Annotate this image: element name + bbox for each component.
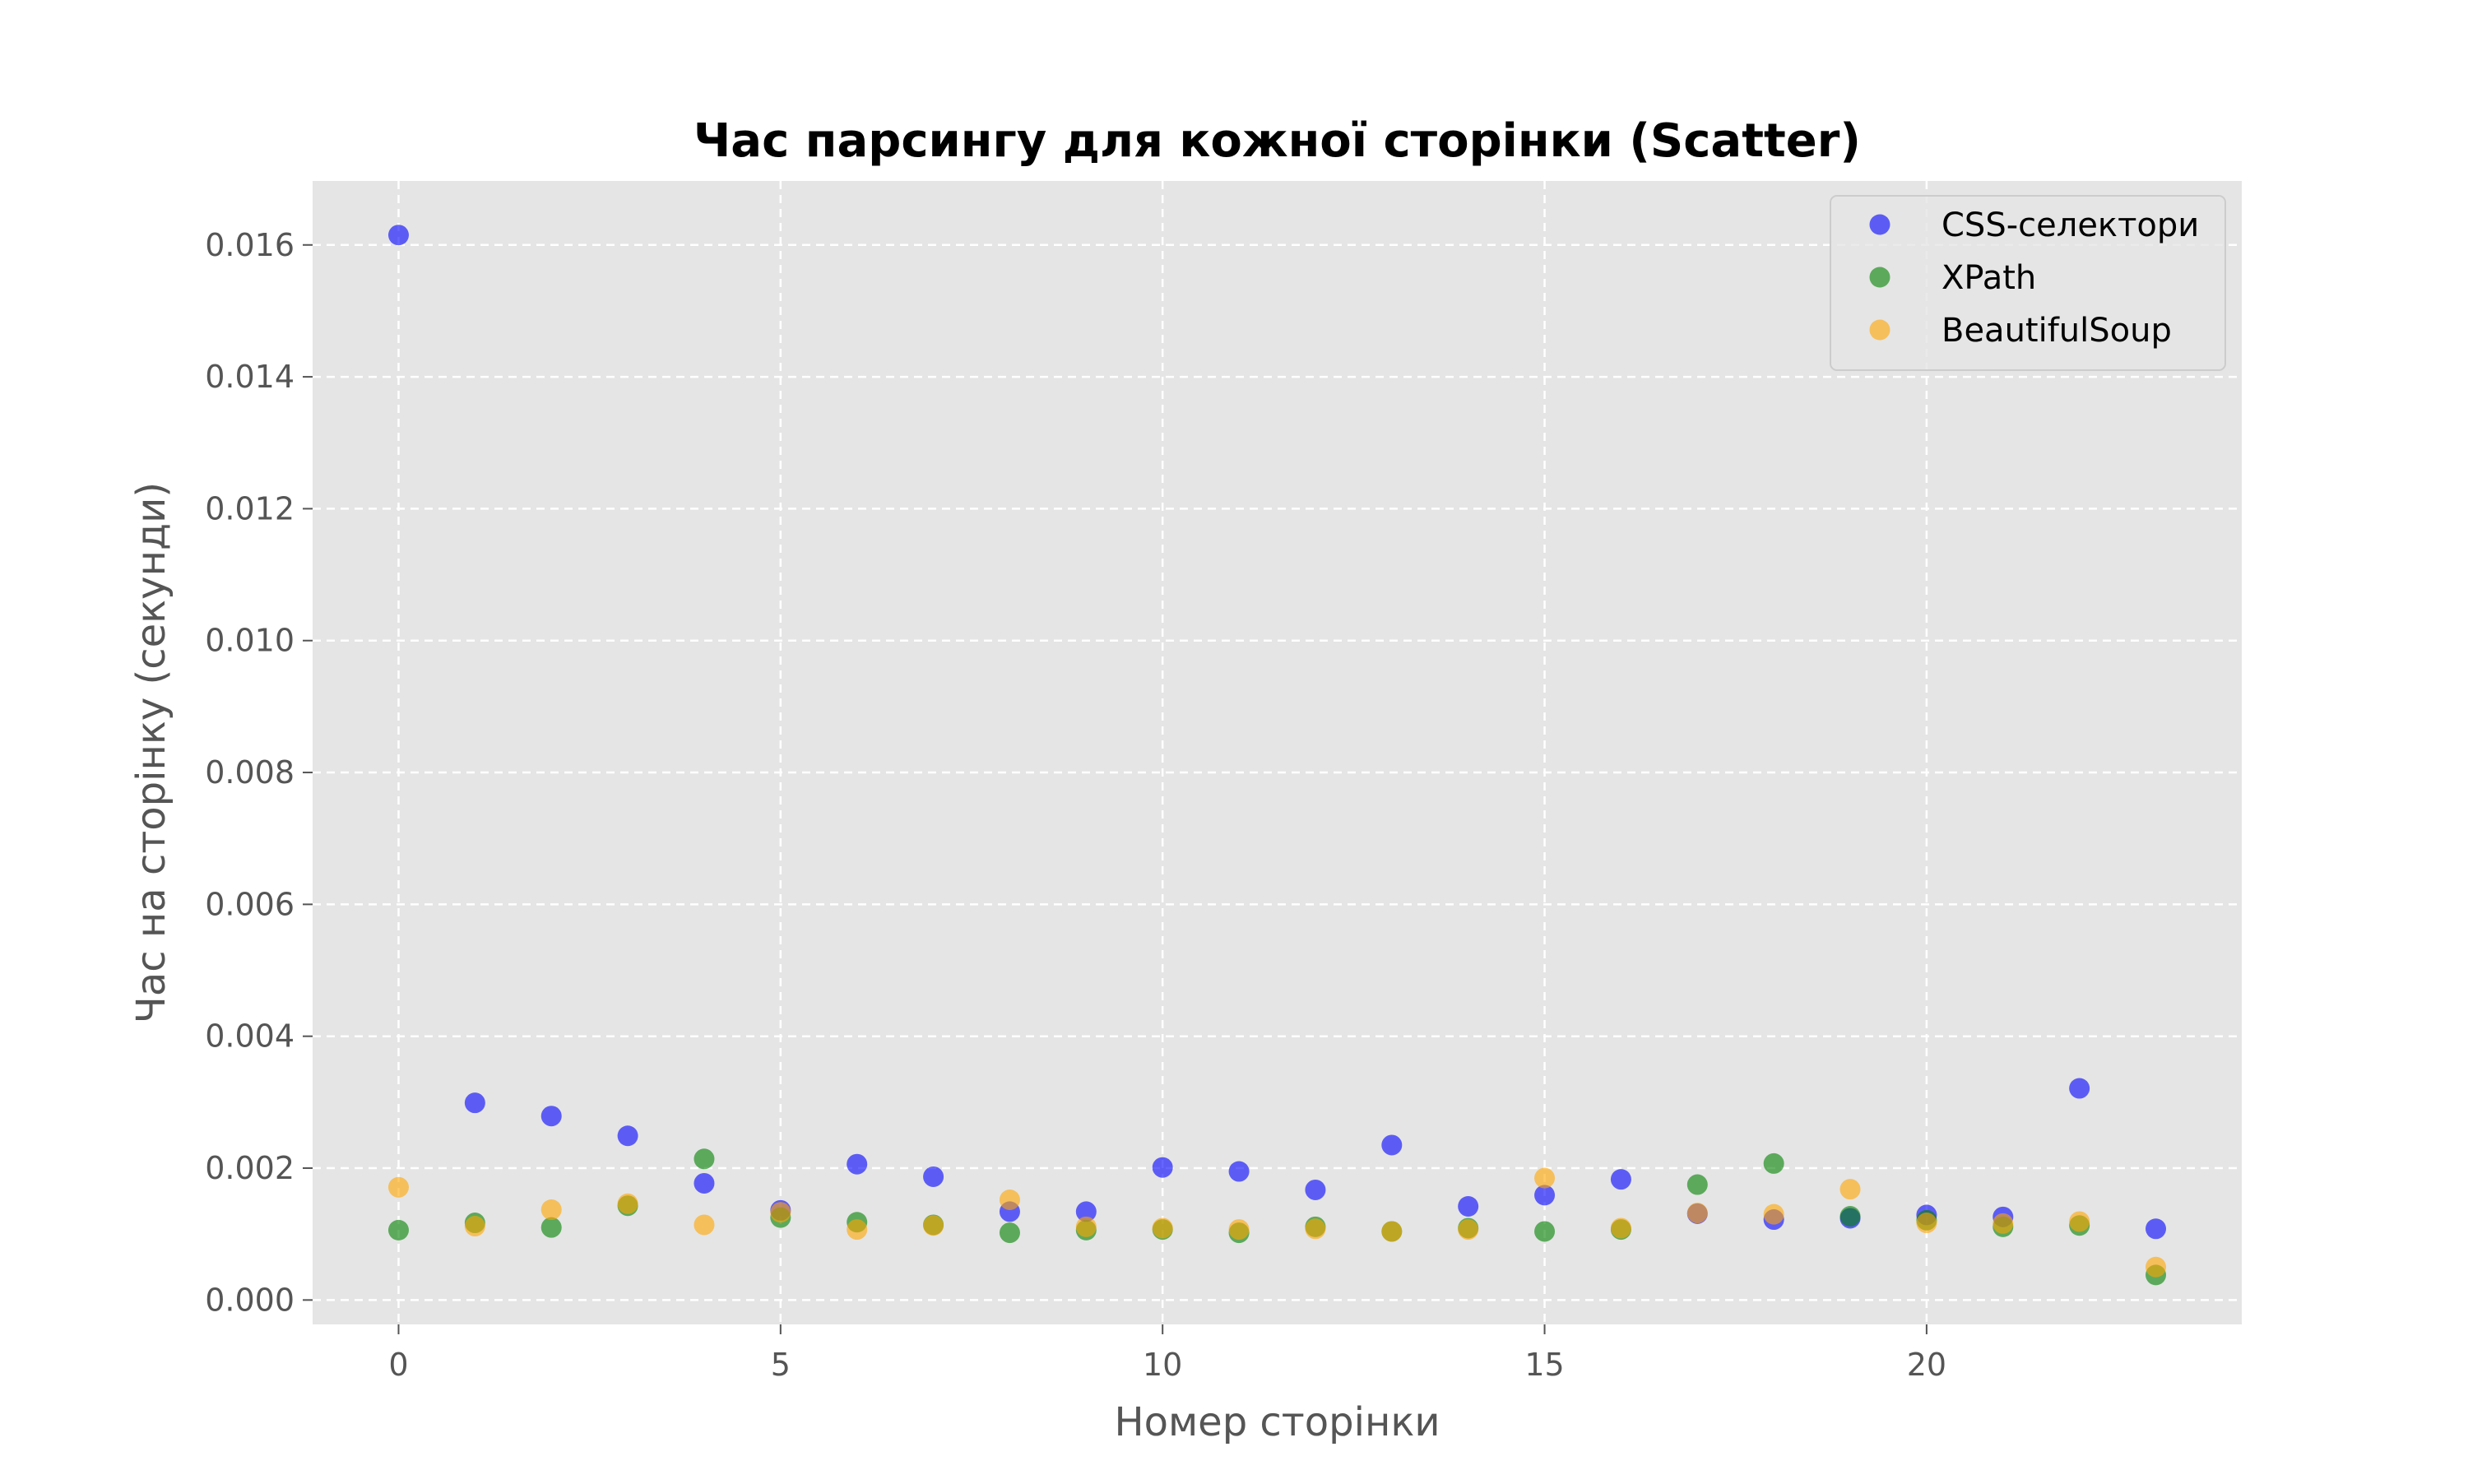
- y-tick-label: 0.006: [205, 886, 295, 922]
- data-point-series-1: [2069, 1078, 2090, 1099]
- data-point-series-3: [1075, 1216, 1097, 1237]
- legend: CSS-селектори XPath BeautifulSoup: [1830, 195, 2226, 371]
- data-point-series-2: [1763, 1152, 1784, 1174]
- data-point-series-3: [1381, 1221, 1403, 1242]
- legend-marker: [1869, 267, 1890, 288]
- y-tick-label: 0.014: [205, 359, 295, 395]
- data-point-series-3: [694, 1214, 715, 1236]
- data-point-series-1: [1075, 1201, 1097, 1222]
- legend-label: BeautifulSoup: [1941, 312, 2172, 350]
- x-tick-label: 0: [388, 1347, 408, 1383]
- data-point-series-1: [617, 1125, 638, 1147]
- grid-lines: [313, 181, 2242, 1324]
- x-tick-label: 15: [1524, 1347, 1564, 1383]
- data-point-series-3: [923, 1215, 944, 1236]
- x-axis-label: Номер сторінки: [1114, 1399, 1440, 1445]
- legend-marker: [1869, 319, 1890, 341]
- data-point-series-3: [464, 1216, 485, 1237]
- data-point-series-1: [387, 225, 409, 246]
- data-point-series-1: [1228, 1161, 1250, 1182]
- x-tick-label: 10: [1143, 1347, 1182, 1383]
- y-tick-label: 0.000: [205, 1282, 295, 1318]
- data-point-series-3: [540, 1199, 562, 1221]
- data-point-series-3: [1839, 1179, 1861, 1200]
- data-point-series-3: [1458, 1219, 1479, 1241]
- x-tick-label: 20: [1907, 1347, 1946, 1383]
- data-point-series-1: [1534, 1185, 1556, 1206]
- data-points: [387, 225, 2167, 1286]
- data-point-series-2: [694, 1148, 715, 1170]
- data-point-series-1: [464, 1092, 485, 1114]
- data-point-series-3: [770, 1202, 791, 1223]
- data-point-series-1: [1305, 1179, 1326, 1200]
- data-point-series-3: [847, 1219, 868, 1241]
- data-point-series-3: [1610, 1217, 1631, 1239]
- data-point-series-3: [1534, 1167, 1556, 1189]
- data-point-series-2: [540, 1217, 562, 1238]
- data-point-series-3: [1686, 1203, 1708, 1224]
- data-point-series-1: [923, 1166, 944, 1187]
- y-tick-label: 0.002: [205, 1150, 295, 1186]
- data-point-series-2: [1534, 1221, 1556, 1242]
- data-point-series-1: [1458, 1196, 1479, 1217]
- y-tick-label: 0.012: [205, 490, 295, 526]
- data-point-series-3: [2069, 1211, 2090, 1232]
- legend-label: CSS-селектори: [1941, 206, 2199, 244]
- data-point-series-2: [1686, 1174, 1708, 1195]
- data-point-series-3: [1305, 1218, 1326, 1240]
- y-axis-label: Час на сторінку (секунди): [128, 482, 174, 1023]
- x-tick-label: 5: [771, 1347, 791, 1383]
- legend-marker: [1869, 214, 1890, 235]
- data-point-series-2: [387, 1219, 409, 1241]
- chart-title: Час парсингу для кожної сторінки (Scatte…: [694, 114, 1861, 168]
- data-point-series-3: [387, 1176, 409, 1198]
- data-point-series-3: [1228, 1219, 1250, 1241]
- data-point-series-3: [1152, 1217, 1173, 1239]
- data-point-series-2: [999, 1222, 1020, 1244]
- data-point-series-1: [1152, 1157, 1173, 1178]
- y-tick-label: 0.008: [205, 754, 295, 791]
- axis-ticks: 0 5 10 15 20 0.000 0.002 0.004 0.006 0.008 0.010 0.…: [205, 227, 1946, 1383]
- data-point-series-3: [1763, 1203, 1784, 1225]
- data-point-series-3: [617, 1193, 638, 1214]
- data-point-series-2: [1839, 1206, 1861, 1227]
- data-point-series-1: [540, 1106, 562, 1127]
- data-point-series-1: [694, 1172, 715, 1194]
- legend-box: [1830, 195, 2226, 371]
- y-tick-label: 0.004: [205, 1018, 295, 1055]
- data-point-series-1: [847, 1153, 868, 1175]
- y-tick-label: 0.016: [205, 227, 295, 263]
- data-point-series-3: [1992, 1213, 2014, 1234]
- data-point-series-1: [2146, 1218, 2167, 1240]
- legend-label: XPath: [1941, 259, 2036, 297]
- data-point-series-1: [1381, 1134, 1403, 1156]
- data-point-series-1: [1610, 1169, 1631, 1190]
- data-point-series-3: [2146, 1256, 2167, 1278]
- data-point-series-3: [999, 1189, 1020, 1210]
- y-tick-label: 0.010: [205, 623, 295, 659]
- data-point-series-3: [1916, 1213, 1937, 1234]
